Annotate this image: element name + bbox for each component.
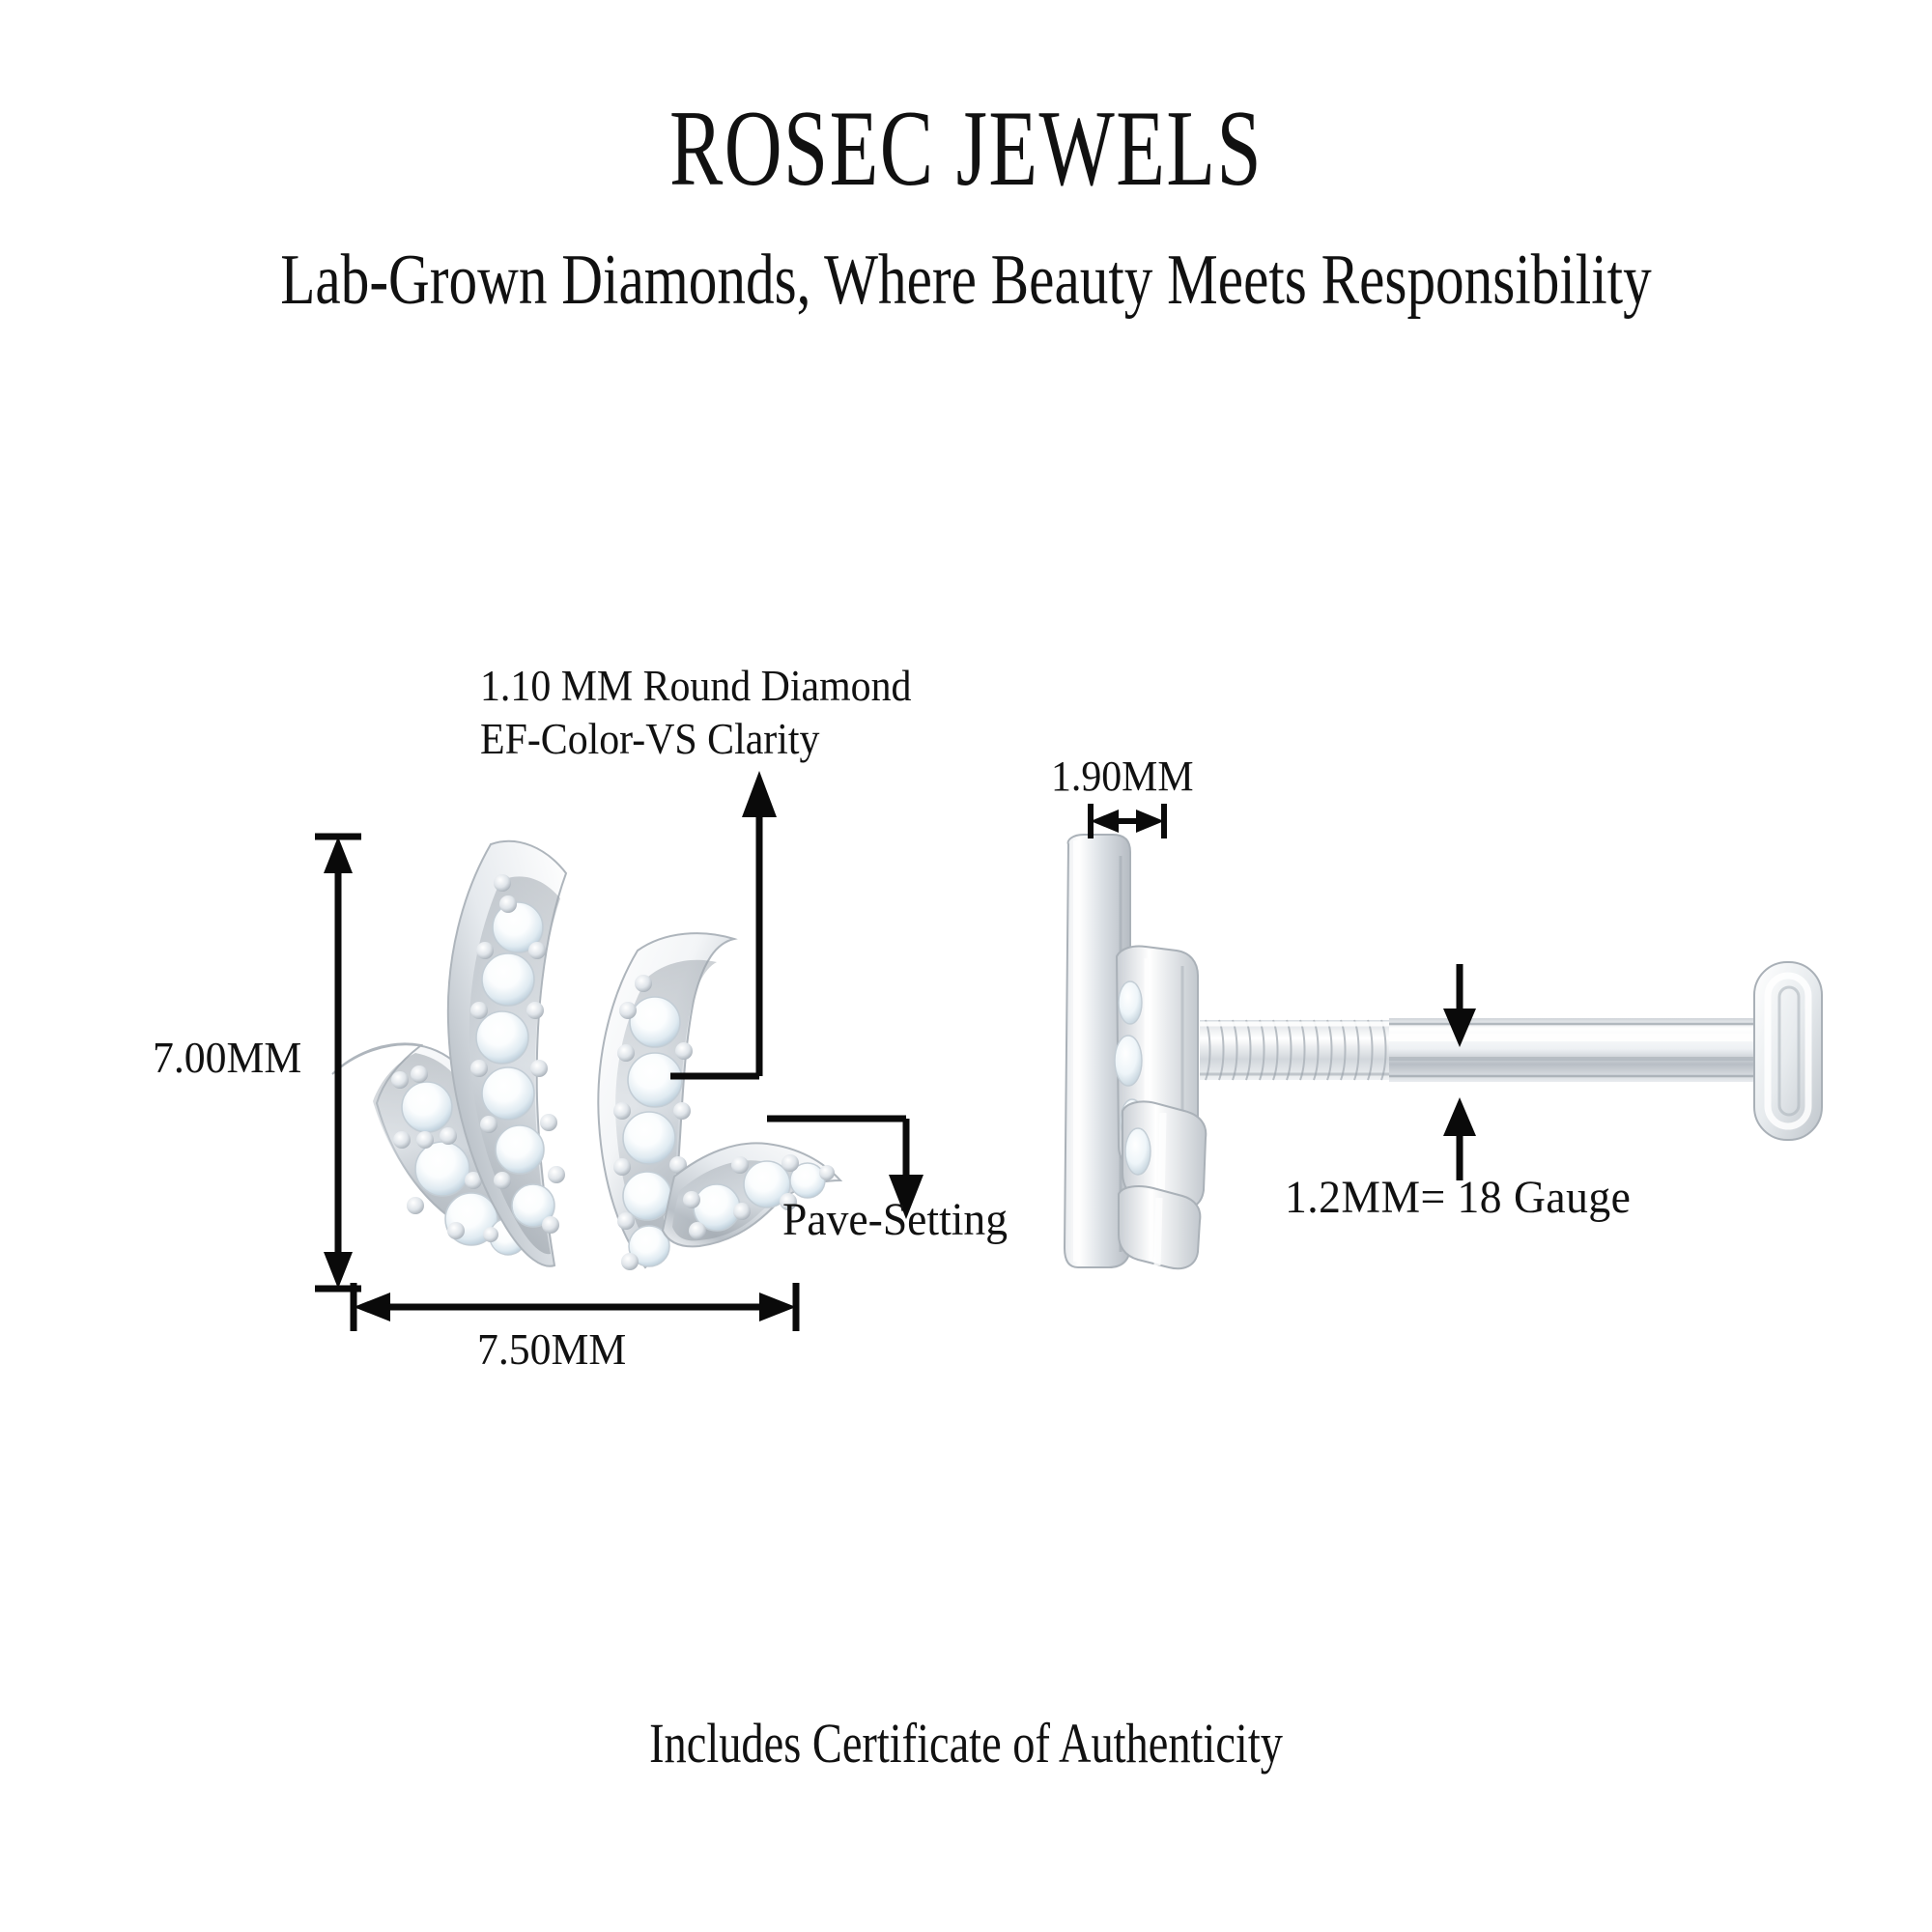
certificate-note: Includes Certificate of Authenticity	[649, 1712, 1283, 1775]
diamond-spec-callout: 1.10 MM Round Diamond EF-Color-VS Clarit…	[480, 660, 1055, 766]
disc-back	[1753, 961, 1823, 1141]
side-motif-plate	[1063, 834, 1131, 1268]
petal-center-left	[446, 839, 568, 1267]
height-label: 7.00MM	[153, 1033, 302, 1082]
width-label: 7.50MM	[477, 1324, 627, 1374]
petal-center-right	[597, 932, 738, 1270]
gauge-dimension-arrows	[1443, 964, 1476, 1180]
side-lower-bezel	[1122, 1100, 1208, 1210]
threaded-post-section	[1200, 1019, 1389, 1081]
petal-left	[331, 1042, 535, 1256]
diamond-spec-line-1: 1.10 MM Round Diamond	[480, 662, 912, 710]
height-dimension-line	[315, 833, 361, 1293]
thickness-dimension-line	[1088, 804, 1167, 838]
page-tagline: Lab-Grown Diamonds, Where Beauty Meets R…	[280, 241, 1652, 320]
width-dimension-line	[350, 1283, 800, 1331]
diamond-spec-leader-line	[670, 771, 777, 1080]
side-foot-bezel	[1118, 1185, 1202, 1270]
gauge-label: 1.2MM= 18 Gauge	[1285, 1172, 1632, 1223]
diamond-spec-line-2: EF-Color-VS Clarity	[480, 714, 820, 763]
petal-right	[661, 1142, 843, 1248]
thickness-label: 1.90MM	[1051, 753, 1194, 800]
side-view-illustration	[1063, 834, 1823, 1270]
pave-setting-leader-line	[767, 1115, 923, 1219]
pave-setting-label: Pave-Setting	[782, 1194, 1009, 1245]
front-view-illustration	[331, 839, 843, 1270]
page-title: ROSEC JEWELS	[668, 89, 1264, 209]
